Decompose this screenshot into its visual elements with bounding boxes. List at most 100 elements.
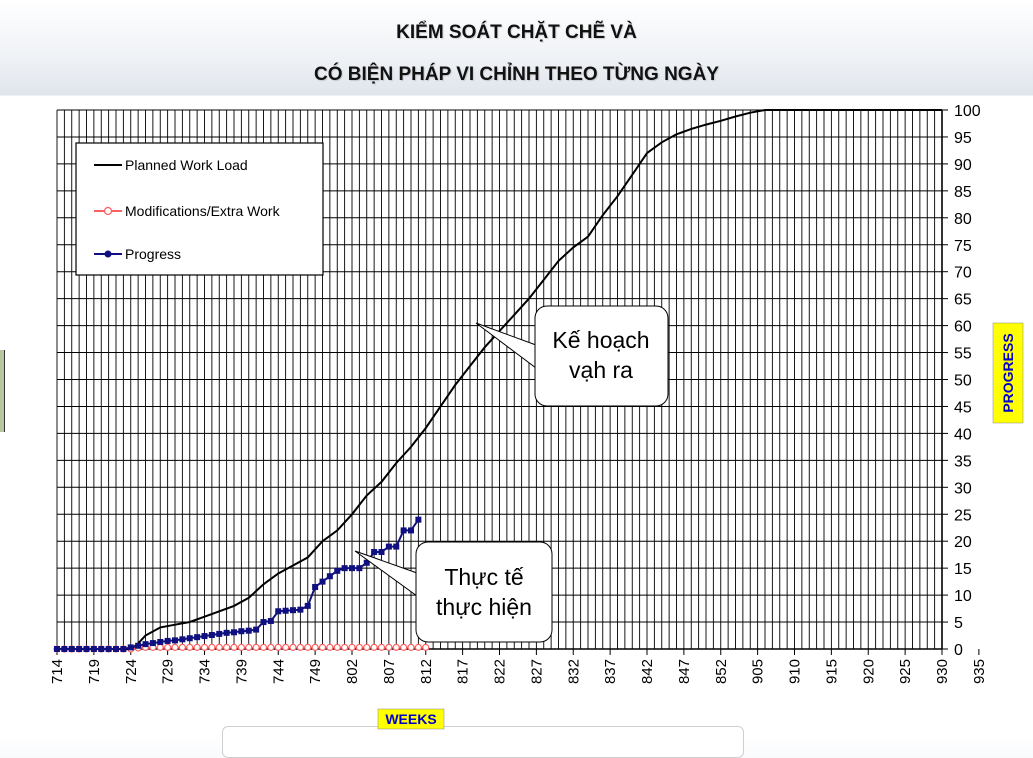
y-axis-title: PROGRESS [992, 322, 1024, 424]
modifications-point [186, 643, 194, 651]
x-tick-label: 852 [713, 659, 730, 684]
y-tick-label: 70 [954, 265, 972, 282]
y-tick-label: 55 [954, 346, 972, 363]
modifications-point [392, 643, 400, 651]
modifications-point [422, 643, 430, 651]
modifications-point [296, 643, 304, 651]
y-tick-label: 5 [954, 615, 963, 632]
slide-title-line1: KIỂM SOÁT CHẶT CHẼ VÀ [396, 22, 637, 43]
modifications-point [164, 643, 172, 651]
x-tick-label: 925 [897, 659, 914, 684]
plan-callout-text: vạh ra [569, 357, 633, 383]
modifications-point [156, 643, 164, 651]
modifications-point [377, 643, 386, 651]
progress-point [157, 638, 164, 645]
y-tick-label: 45 [954, 399, 972, 416]
progress-point [105, 646, 112, 652]
progress-point [319, 578, 326, 585]
progress-point [120, 646, 127, 652]
modifications-point [274, 643, 282, 651]
x-tick-label: 812 [418, 659, 435, 684]
modifications-point [311, 643, 319, 651]
x-tick-label: 837 [602, 659, 619, 684]
x-tick-label: 749 [307, 659, 324, 684]
progress-point [334, 567, 341, 574]
progress-point [238, 628, 245, 635]
progress-point [186, 635, 193, 642]
y-tick-label: 65 [954, 292, 972, 309]
modifications-point [289, 643, 297, 651]
modifications-point [252, 643, 260, 651]
modifications-point [193, 643, 201, 651]
progress-point [378, 548, 385, 555]
y-tick-label: 75 [954, 238, 972, 255]
modifications-point [215, 643, 223, 651]
progress-point [83, 646, 90, 652]
progress-point [304, 602, 311, 609]
progress-point [201, 633, 208, 640]
x-tick-label: 930 [934, 659, 951, 684]
progress-point [385, 543, 392, 550]
y-tick-label: 90 [954, 157, 972, 174]
y-tick-label: 30 [954, 480, 972, 497]
progress-point [54, 646, 60, 652]
x-tick-label: 832 [565, 659, 582, 684]
progress-point [149, 640, 156, 647]
progress-point [290, 607, 296, 614]
y-tick-label: 15 [954, 561, 972, 578]
progress-point [208, 631, 215, 638]
x-tick-label: 822 [492, 659, 509, 684]
modifications-point [355, 643, 363, 651]
progress-point [68, 646, 75, 652]
progress-point [393, 543, 400, 550]
modifications-point [200, 643, 209, 651]
modifications-point [385, 643, 393, 651]
x-tick-label: 847 [676, 659, 693, 684]
actual-callout-box [415, 541, 553, 643]
progress-point [260, 619, 267, 626]
legend-label: Modifications/Extra Work [125, 203, 281, 219]
progress-point [415, 516, 422, 523]
progress-point [61, 646, 68, 652]
slide-header: KIỂM SOÁT CHẶT CHẼ VÀ CÓ BIỆN PHÁP VI CH… [0, 0, 1033, 95]
modifications-point [259, 643, 268, 651]
progress-point [408, 527, 414, 534]
slide-title-line2: CÓ BIỆN PHÁP VI CHỈNH THEO TỪNG NGÀY [314, 64, 719, 85]
progress-point [267, 617, 274, 624]
modifications-point [318, 643, 327, 651]
modifications-point [237, 643, 245, 651]
progress-point [127, 644, 134, 651]
x-axis-title-text: WEEKS [385, 711, 436, 727]
actual-callout: Thực tế thực hiện [354, 541, 553, 643]
progress-point [245, 627, 252, 634]
x-tick-label: 734 [197, 659, 214, 684]
modifications-point [414, 643, 422, 651]
y-tick-label: 0 [954, 642, 963, 659]
modifications-point [341, 643, 349, 651]
x-tick-label: 910 [787, 659, 804, 684]
y-tick-label: 25 [954, 507, 972, 524]
x-tick-label: 827 [528, 659, 545, 684]
y-tick-label: 95 [954, 130, 972, 147]
plan-callout: Kế hoạch vạh ra [475, 305, 669, 407]
progress-point [98, 646, 105, 652]
series-progress-markers [54, 516, 422, 652]
y-tick-label: 35 [954, 453, 972, 470]
x-tick-label: 817 [455, 659, 472, 684]
progress-point [326, 573, 333, 580]
modifications-point [333, 643, 341, 651]
x-tick-label: 729 [160, 659, 177, 684]
y-tick-label: 50 [954, 373, 972, 390]
modifications-point [282, 643, 290, 651]
x-tick-label: 935 [971, 659, 988, 684]
progress-point [400, 527, 407, 534]
progress-point [341, 565, 348, 572]
series-planned-line [57, 109, 942, 650]
progress-point [142, 641, 149, 648]
progress-point [312, 584, 319, 591]
progress-point [371, 548, 378, 555]
modifications-point [267, 643, 275, 651]
modifications-point [407, 643, 415, 651]
y-tick-label: 40 [954, 426, 972, 443]
progress-point [363, 559, 370, 566]
